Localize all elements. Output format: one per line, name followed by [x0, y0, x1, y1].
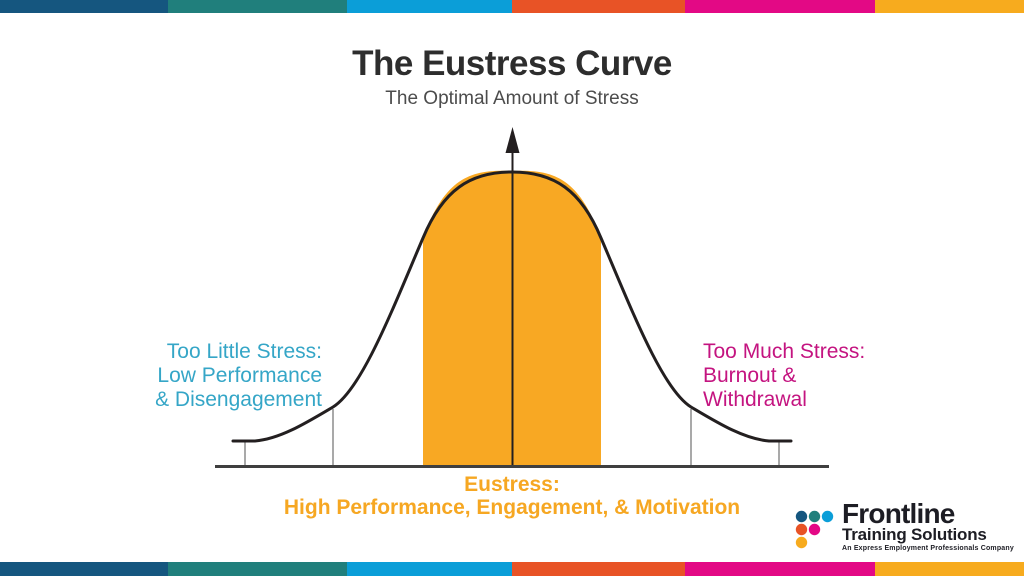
eustress-zone-label: Eustress: High Performance, Engagement, …	[0, 473, 1024, 519]
page-title: The Eustress Curve	[352, 44, 672, 83]
stripe-segment	[168, 0, 347, 13]
too-little-stress-line: Low Performance	[157, 364, 322, 387]
eustress-zone-line: Eustress:	[464, 473, 560, 496]
logo-dot	[795, 536, 808, 549]
logo-tagline: An Express Employment Professionals Comp…	[842, 545, 1014, 552]
bell-curve-line	[231, 170, 793, 443]
stripe-segment	[347, 562, 512, 576]
logo-dot	[808, 510, 821, 523]
eustress-zone-line: High Performance, Engagement, & Motivati…	[283, 496, 741, 519]
logo-company-name: Frontline	[842, 498, 955, 529]
stripe-segment	[685, 562, 875, 576]
stripe-segment	[0, 0, 168, 13]
stripe-segment	[685, 0, 875, 13]
stripe-segment	[347, 0, 512, 13]
stripe-segment	[875, 562, 1024, 576]
stripe-segment	[875, 0, 1024, 13]
bottom-color-stripe	[0, 562, 1024, 576]
logo-dot	[808, 523, 821, 536]
stripe-segment	[512, 562, 685, 576]
logo-text: Frontline Training Solutions An Express …	[842, 498, 1014, 553]
logo-dot	[821, 510, 834, 523]
logo-company-subname: Training Solutions	[842, 525, 987, 544]
too-little-stress-line: & Disengagement	[155, 388, 322, 411]
stripe-segment	[512, 0, 685, 13]
stripe-segment	[0, 562, 168, 576]
top-color-stripe	[0, 0, 1024, 13]
too-much-stress-line: Withdrawal	[703, 388, 807, 411]
stripe-segment	[168, 562, 347, 576]
too-much-stress-line: Burnout &	[703, 364, 797, 387]
frontline-logo: Frontline Training Solutions An Express …	[793, 498, 1014, 553]
y-axis-arrowhead	[505, 127, 520, 153]
too-much-stress-label: Too Much Stress: Burnout & Withdrawal	[703, 340, 1003, 412]
too-much-stress-line: Too Much Stress:	[703, 340, 866, 363]
too-little-stress-label: Too Little Stress: Low Performance & Dis…	[0, 340, 322, 412]
logo-dot	[795, 510, 808, 523]
page-subtitle: The Optimal Amount of Stress	[385, 88, 639, 109]
too-little-stress-line: Too Little Stress:	[166, 340, 322, 363]
logo-dot	[795, 523, 808, 536]
logo-dots-icon	[795, 510, 834, 549]
